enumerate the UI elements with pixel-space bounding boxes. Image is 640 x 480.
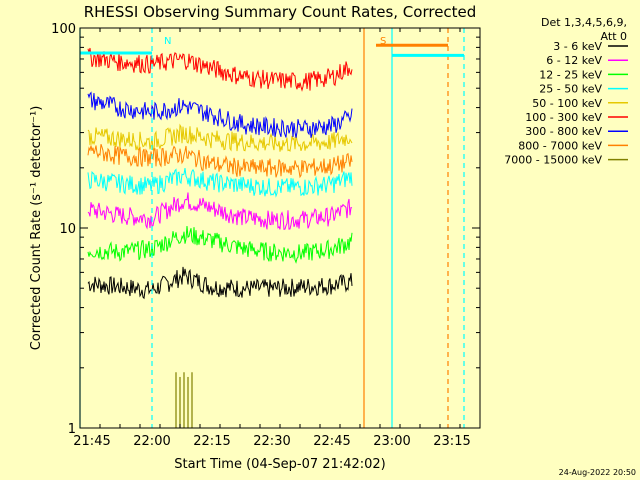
legend-label-100-300-kev: 100 - 300 keV <box>525 111 602 124</box>
annotation-s: S <box>380 36 386 47</box>
annotation-n: N <box>164 36 171 47</box>
x-tick-label: 22:30 <box>253 434 290 449</box>
series-6-12-kev-line <box>87 192 353 231</box>
legend-label-25-50-kev: 25 - 50 keV <box>539 83 602 96</box>
series-800-7000-kev-line <box>87 144 353 179</box>
legend-label-7000-15000-kev: 7000 - 15000 keV <box>504 154 602 167</box>
timestamp-label: 24-Aug-2022 20:50 <box>559 468 636 477</box>
legend-label-12-25-kev: 12 - 25 keV <box>539 68 602 81</box>
x-tick-label: 21:45 <box>73 434 110 449</box>
x-tick-label: 23:15 <box>433 434 470 449</box>
y-axis-label: Corrected Count Rate (s⁻¹ detector⁻¹) <box>29 106 44 351</box>
y-tick-label: 100 <box>51 22 76 37</box>
series-50-100-kev-line <box>87 123 353 153</box>
y-tick-label: 1 <box>68 422 76 437</box>
axes: 21:45 22:00 22:15 22:30 22:45 23:00 23:15 1 10 10… <box>51 22 481 449</box>
legend-title-line-2: Att 0 <box>601 30 627 43</box>
series-300-800-kev-line <box>87 91 353 138</box>
series-100-300-kev-line <box>87 47 353 92</box>
y-tick-label: 10 <box>59 222 76 237</box>
legend-label-800-7000-kev: 800 - 7000 keV <box>518 139 602 152</box>
legend-label-6-12-kev: 6 - 12 keV <box>546 54 602 67</box>
series-3-6-kev-line <box>87 266 353 300</box>
chart-title: RHESSI Observing Summary Count Rates, Co… <box>84 3 477 21</box>
legend-label-50-100-kev: 50 - 100 keV <box>532 97 602 110</box>
series-25-50-kev-line <box>87 168 353 198</box>
legend-title-line-1: Det 1,3,4,5,6,9, <box>541 16 627 29</box>
x-axis-label: Start Time (04-Sep-07 21:42:02) <box>174 457 385 472</box>
legend-label-300-800-kev: 300 - 800 keV <box>525 125 602 138</box>
x-tick-label: 23:00 <box>373 434 410 449</box>
x-tick-label: 22:00 <box>133 434 170 449</box>
x-tick-label: 22:15 <box>193 434 230 449</box>
series-12-25-kev-line <box>87 225 353 264</box>
x-tick-label: 22:45 <box>313 434 350 449</box>
legend-label-3-6-kev: 3 - 6 keV <box>553 40 602 53</box>
